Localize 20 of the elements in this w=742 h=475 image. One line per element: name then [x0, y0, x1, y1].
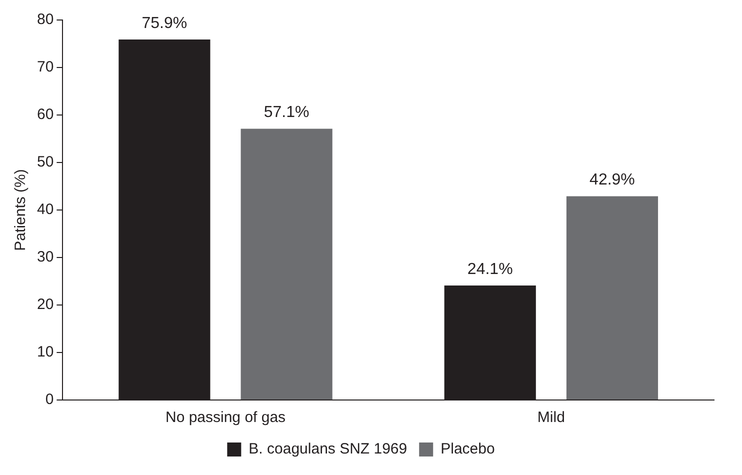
legend-label: Placebo — [440, 440, 495, 458]
y-axis-title: Patients (%) — [12, 169, 30, 251]
x-tick-label: No passing of gas — [165, 409, 286, 426]
y-tick-label: 70 — [36, 58, 54, 76]
x-tick-label: Mild — [537, 409, 565, 426]
y-tick-label: 50 — [36, 154, 54, 171]
y-tick-label: 30 — [36, 248, 54, 266]
data-label: 24.1% — [467, 260, 513, 278]
bar — [240, 128, 332, 400]
y-tick-label: 60 — [36, 106, 54, 124]
y-tick-label: 40 — [36, 201, 54, 218]
data-label: 57.1% — [264, 104, 310, 122]
bar — [566, 196, 658, 400]
data-label: 75.9% — [142, 14, 188, 32]
y-tick-label: 80 — [36, 11, 54, 28]
legend-label: B. coagulans SNZ 1969 — [248, 440, 408, 458]
y-tick-label: 0 — [45, 391, 54, 408]
y-tick-label: 20 — [36, 296, 54, 314]
data-label: 42.9% — [590, 172, 635, 189]
y-tick-label: 10 — [36, 344, 54, 361]
